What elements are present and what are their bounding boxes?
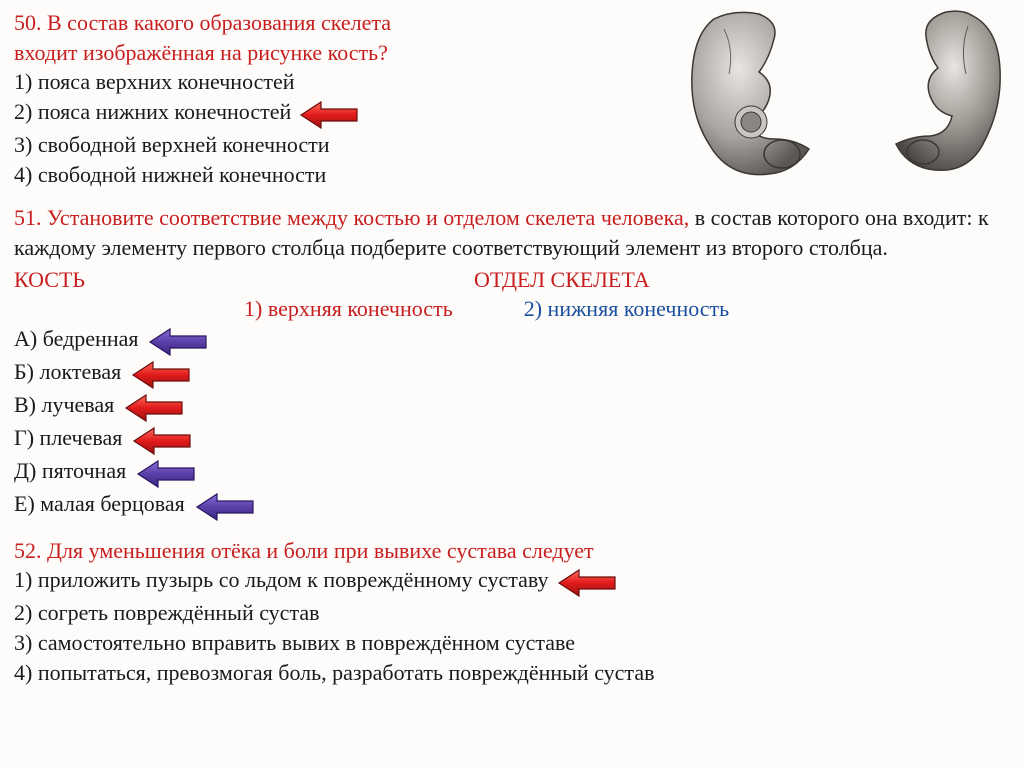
question-51: 51. Установите соответствие между костью… (14, 203, 1010, 521)
q51-item: Г) плечевая (14, 423, 1010, 456)
item-label: Б) локтевая (14, 359, 121, 384)
item-label: А) бедренная (14, 326, 138, 351)
option-text: 1) пояса верхних конечностей (14, 69, 295, 94)
option-text: 3) свободной верхней конечности (14, 132, 330, 157)
item-label: В) лучевая (14, 392, 114, 417)
option-text: 1) приложить пузырь со льдом к повреждён… (14, 567, 549, 592)
q50-prompt-line1: 50. В состав какого образования скелета (14, 8, 554, 38)
q51-item: В) лучевая (14, 390, 1010, 423)
q50-option: 2) пояса нижних конечностей (14, 97, 554, 130)
item-label: Е) малая берцовая (14, 491, 185, 516)
bone-image-left (674, 4, 844, 192)
option-text: 3) самостоятельно вправить вывих в повре… (14, 630, 575, 655)
q51-category-2: 2) нижняя конечность (524, 296, 729, 321)
option-text: 2) пояса нижних конечностей (14, 99, 291, 124)
q52-option: 1) приложить пузырь со льдом к повреждён… (14, 565, 1010, 598)
q51-prompt-red: 51. Установите соответствие между костью… (14, 205, 689, 230)
answer-arrow-icon (299, 98, 359, 130)
q51-left-header: КОСТЬ (14, 265, 334, 295)
q51-right-header: ОТДЕЛ СКЕЛЕТА (474, 265, 650, 295)
q52-prompt: 52. Для уменьшения отёка и боли при выви… (14, 536, 1010, 566)
q51-item: Д) пяточная (14, 456, 1010, 489)
arrow-red-icon (132, 424, 192, 456)
item-label: Д) пяточная (14, 458, 126, 483)
q51-item: Е) малая берцовая (14, 489, 1010, 522)
q50-prompt-line2: входит изображённая на рисунке кость? (14, 38, 554, 68)
item-label: Г) плечевая (14, 425, 122, 450)
q52-option: 4) попытаться, превозмогая боль, разрабо… (14, 658, 1010, 688)
q51-item: Б) локтевая (14, 357, 1010, 390)
arrow-red-icon (124, 391, 184, 423)
arrow-red-icon (131, 358, 191, 390)
question-52: 52. Для уменьшения отёка и боли при выви… (14, 536, 1010, 688)
option-text: 4) попытаться, превозмогая боль, разрабо… (14, 660, 654, 685)
arrow-purple-icon (148, 325, 208, 357)
q50-option: 4) свободной нижней конечности (14, 160, 554, 190)
arrow-purple-icon (136, 457, 196, 489)
bone-image-right (878, 4, 1018, 192)
q50-option: 3) свободной верхней конечности (14, 130, 554, 160)
q50-option: 1) пояса верхних конечностей (14, 67, 554, 97)
q52-option: 2) согреть повреждённый сустав (14, 598, 1010, 628)
option-text: 2) согреть повреждённый сустав (14, 600, 320, 625)
arrow-purple-icon (195, 490, 255, 522)
answer-arrow-icon (557, 566, 617, 598)
question-50: 50. В состав какого образования скелета … (14, 8, 554, 189)
q51-category-1: 1) верхняя конечность (244, 296, 453, 321)
option-text: 4) свободной нижней конечности (14, 162, 326, 187)
q52-option: 3) самостоятельно вправить вывих в повре… (14, 628, 1010, 658)
q51-item: А) бедренная (14, 324, 1010, 357)
